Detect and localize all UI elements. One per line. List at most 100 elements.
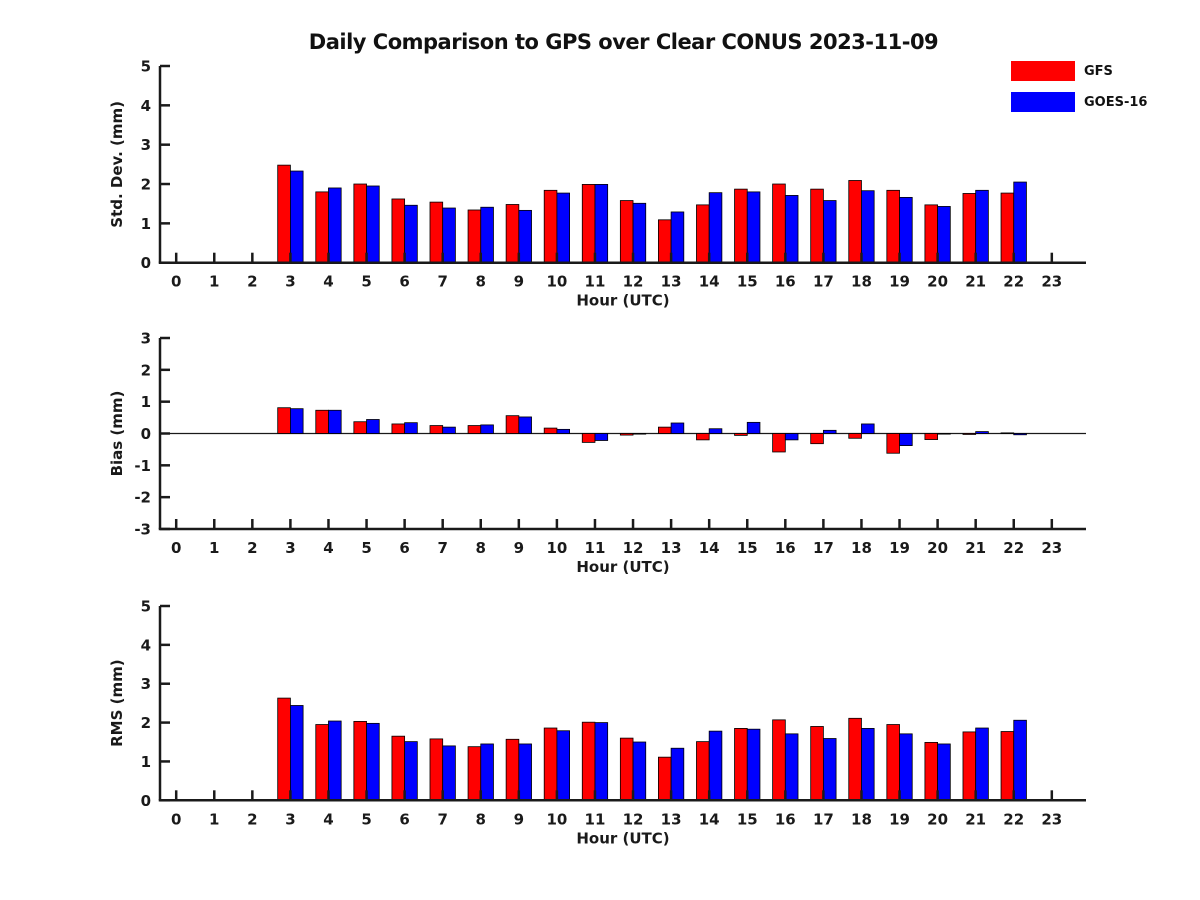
bias-x-tick-label: 8 <box>476 539 486 557</box>
legend: GFS GOES-16 <box>1011 61 1147 123</box>
rms-x-tick-label: 20 <box>927 810 948 828</box>
bias-x-tick-label: 13 <box>661 539 682 557</box>
bar-gfs-std_dev-hour-3 <box>277 164 291 264</box>
bar-gfs-std_dev-hour-9 <box>505 204 520 264</box>
bar-gfs-bias-hour-6 <box>391 423 406 434</box>
bar-gfs-bias-hour-3 <box>277 407 291 434</box>
legend-label-goes16: GOES-16 <box>1084 94 1148 110</box>
bar-goes-16-rms-hour-16 <box>784 733 799 801</box>
bias-x-tick-label: 15 <box>737 539 758 557</box>
bar-gfs-std_dev-hour-17 <box>810 188 824 264</box>
std_dev-x-tick-label: 15 <box>737 273 758 291</box>
bar-gfs-rms-hour-11 <box>581 721 596 801</box>
rms-x-tick-label: 12 <box>623 810 644 828</box>
rms-x-tick-label: 1 <box>209 810 219 828</box>
bar-gfs-rms-hour-17 <box>810 726 824 801</box>
bar-gfs-rms-hour-15 <box>734 728 748 801</box>
rms-x-tick-label: 21 <box>965 810 986 828</box>
bar-gfs-rms-hour-10 <box>543 727 558 801</box>
bar-goes-16-std_dev-hour-14 <box>708 192 723 264</box>
bar-gfs-std_dev-hour-13 <box>658 219 672 264</box>
bias-x-tick-label: 9 <box>514 539 524 557</box>
bar-goes-16-rms-hour-12 <box>632 741 647 801</box>
bar-goes-16-bias-hour-3 <box>290 408 304 434</box>
rms-x-tick-label: 22 <box>1003 810 1024 828</box>
rms-x-tick-label: 17 <box>813 810 834 828</box>
rms-xlabel: Hour (UTC) <box>576 829 669 847</box>
rms-x-tick-label: 5 <box>361 810 371 828</box>
bar-goes-16-bias-hour-6 <box>404 422 418 434</box>
std_dev-x-tick-label: 17 <box>813 273 834 291</box>
bar-goes-16-rms-hour-21 <box>975 727 989 801</box>
bar-goes-16-rms-hour-6 <box>404 741 418 801</box>
rms-x-tick-label: 10 <box>546 810 567 828</box>
bar-goes-16-rms-hour-8 <box>480 743 494 801</box>
bar-gfs-bias-hour-12 <box>619 433 634 436</box>
bar-goes-16-bias-hour-13 <box>670 422 685 434</box>
bar-goes-16-std_dev-hour-10 <box>556 192 571 264</box>
std_dev-x-tick-label: 20 <box>927 273 948 291</box>
bar-gfs-bias-hour-5 <box>353 421 367 434</box>
bar-gfs-bias-hour-16 <box>772 433 786 453</box>
std_dev-x-tick-label: 19 <box>889 273 910 291</box>
std_dev-x-tick-label: 6 <box>399 273 409 291</box>
std_dev-x-tick-label: 22 <box>1003 273 1024 291</box>
bar-goes-16-rms-hour-17 <box>822 738 837 801</box>
bar-goes-16-bias-hour-4 <box>328 409 342 434</box>
bar-goes-16-std_dev-hour-3 <box>290 170 304 264</box>
bar-goes-16-bias-hour-18 <box>861 423 875 434</box>
bar-goes-16-std_dev-hour-16 <box>784 195 799 264</box>
std_dev-x-tick-label: 5 <box>361 273 371 291</box>
std_dev-x-tick-label: 11 <box>585 273 606 291</box>
bar-goes-16-bias-hour-12 <box>632 433 647 435</box>
bar-gfs-rms-hour-6 <box>391 735 406 801</box>
bar-goes-16-std_dev-hour-19 <box>899 196 913 264</box>
bar-gfs-rms-hour-3 <box>277 697 291 801</box>
std_dev-xlabel: Hour (UTC) <box>576 292 669 310</box>
std_dev-x-tick-label: 12 <box>623 273 644 291</box>
rms-y-tick-label: 1 <box>141 753 151 771</box>
bias-x-tick-label: 5 <box>361 539 371 557</box>
bias-x-tick-label: 10 <box>546 539 567 557</box>
rms-x-tick-label: 8 <box>476 810 486 828</box>
bias-y-tick-label: 1 <box>141 393 151 411</box>
bias-xlabel: Hour (UTC) <box>576 558 669 576</box>
bar-gfs-std_dev-hour-21 <box>962 193 977 264</box>
bar-gfs-bias-hour-7 <box>429 425 444 434</box>
std_dev-x-tick-label: 0 <box>171 273 181 291</box>
bar-gfs-std_dev-hour-11 <box>581 184 596 264</box>
bias-x-tick-label: 1 <box>209 539 219 557</box>
bar-goes-16-bias-hour-5 <box>366 419 380 434</box>
bar-gfs-bias-hour-21 <box>962 433 977 435</box>
bar-gfs-std_dev-hour-7 <box>429 201 444 264</box>
bar-gfs-bias-hour-17 <box>810 433 824 445</box>
std_dev-y-tick-label: 0 <box>141 254 151 272</box>
std_dev-x-tick-label: 13 <box>661 273 682 291</box>
bias-y-tick-label: -2 <box>134 489 151 507</box>
bar-goes-16-bias-hour-22 <box>1013 433 1027 436</box>
bar-goes-16-bias-hour-21 <box>975 431 989 434</box>
bar-goes-16-bias-hour-19 <box>899 433 913 446</box>
bar-goes-16-std_dev-hour-9 <box>518 209 532 264</box>
bar-gfs-bias-hour-8 <box>467 425 482 434</box>
rms-y-tick-label: 4 <box>141 636 151 654</box>
bar-goes-16-std_dev-hour-8 <box>480 206 494 264</box>
rms-x-tick-label: 18 <box>851 810 872 828</box>
bar-gfs-std_dev-hour-18 <box>848 180 862 264</box>
bias-x-tick-label: 0 <box>171 539 181 557</box>
bias-x-tick-label: 2 <box>247 539 257 557</box>
rms-x-tick-label: 19 <box>889 810 910 828</box>
rms-x-tick-label: 23 <box>1041 810 1062 828</box>
bar-goes-16-rms-hour-22 <box>1013 719 1027 801</box>
bar-goes-16-bias-hour-11 <box>594 433 609 441</box>
std_dev-x-tick-label: 18 <box>851 273 872 291</box>
rms-y-tick-label: 0 <box>141 792 151 810</box>
bar-gfs-std_dev-hour-5 <box>353 183 367 264</box>
bar-gfs-std_dev-hour-19 <box>886 189 900 264</box>
bar-goes-16-rms-hour-7 <box>442 745 456 801</box>
std_dev-x-tick-label: 10 <box>546 273 567 291</box>
rms-x-tick-label: 11 <box>585 810 606 828</box>
bar-gfs-std_dev-hour-15 <box>734 188 748 264</box>
bar-goes-16-rms-hour-13 <box>670 747 685 801</box>
